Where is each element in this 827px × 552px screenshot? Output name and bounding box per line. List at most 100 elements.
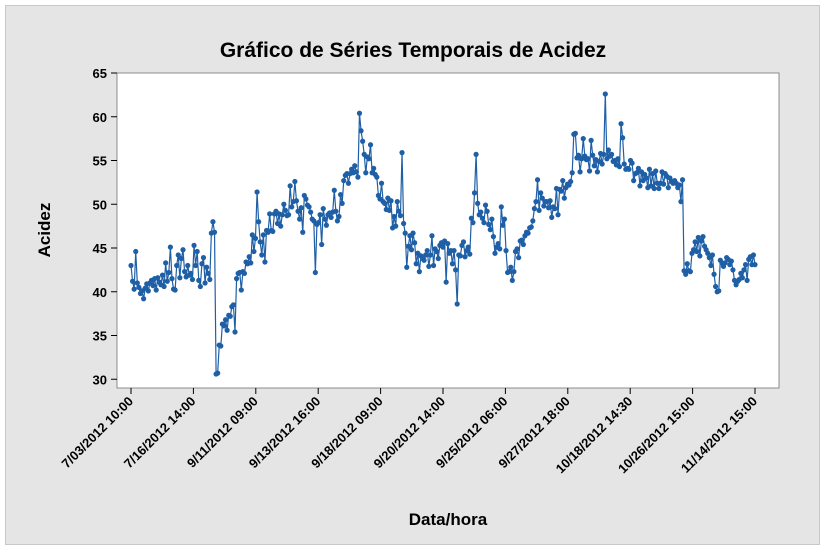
data-point — [401, 220, 407, 227]
data-point — [134, 280, 140, 286]
data-point — [490, 234, 497, 240]
data-point — [391, 213, 397, 220]
data-point — [397, 213, 404, 219]
data-point — [360, 138, 366, 144]
data-point — [421, 257, 427, 263]
data-point — [196, 277, 202, 283]
data-point — [552, 206, 558, 212]
data-point — [509, 277, 515, 283]
data-point — [487, 227, 493, 233]
data-point — [460, 239, 467, 245]
data-point — [163, 260, 169, 266]
data-point — [374, 174, 380, 180]
data-point — [262, 259, 268, 265]
data-point — [750, 252, 757, 258]
data-point — [538, 190, 544, 196]
data-point — [700, 234, 706, 240]
data-point — [177, 275, 183, 281]
data-point — [531, 206, 537, 212]
data-point — [676, 182, 682, 188]
data-point — [549, 214, 555, 220]
data-point — [744, 277, 750, 283]
data-point — [211, 229, 218, 235]
data-point — [293, 198, 300, 204]
data-point — [257, 239, 263, 245]
data-point — [709, 252, 716, 258]
data-point — [536, 207, 542, 213]
data-point — [534, 177, 541, 183]
data-point — [366, 156, 372, 162]
data-point — [621, 161, 627, 167]
data-point — [481, 220, 487, 226]
data-point — [188, 270, 194, 276]
data-point — [131, 286, 137, 292]
data-point — [181, 269, 188, 275]
data-point — [684, 261, 690, 267]
data-point — [492, 250, 498, 256]
data-point — [227, 313, 233, 319]
y-tick-label: 40 — [93, 285, 107, 300]
data-point — [506, 269, 512, 275]
data-point — [180, 247, 186, 253]
data-point — [312, 269, 318, 276]
data-point — [215, 370, 221, 376]
data-point — [161, 283, 167, 290]
data-point — [530, 218, 536, 224]
data-point — [172, 287, 178, 293]
data-point — [569, 170, 575, 176]
data-point — [285, 212, 292, 218]
data-point — [482, 202, 489, 208]
data-point — [205, 270, 211, 276]
data-point — [520, 241, 526, 248]
data-point — [656, 185, 662, 192]
data-point — [423, 252, 429, 258]
data-point — [602, 91, 608, 97]
data-point — [626, 166, 632, 172]
data-point — [503, 248, 509, 254]
data-point — [320, 206, 326, 212]
data-point — [695, 234, 701, 241]
data-point — [470, 220, 476, 226]
data-point — [317, 212, 323, 218]
data-point — [341, 178, 347, 184]
data-point — [282, 207, 289, 213]
data-point — [445, 241, 451, 247]
data-point — [558, 188, 564, 194]
data-point — [303, 196, 309, 202]
data-point — [687, 269, 693, 275]
data-point — [323, 222, 329, 228]
data-point — [429, 233, 435, 239]
data-point — [692, 239, 698, 245]
data-point — [289, 204, 295, 210]
data-point — [449, 261, 456, 267]
data-point — [651, 185, 657, 192]
data-point — [601, 151, 607, 157]
data-point — [516, 255, 522, 261]
data-point — [404, 264, 410, 270]
data-point — [308, 209, 314, 215]
data-point — [541, 203, 547, 209]
data-point — [683, 271, 689, 277]
data-point — [371, 165, 377, 171]
data-point — [533, 199, 539, 205]
data-point — [635, 165, 641, 171]
data-point — [484, 208, 490, 214]
data-point — [508, 264, 514, 270]
data-point — [408, 247, 415, 253]
data-point — [713, 283, 719, 290]
data-point — [697, 253, 703, 259]
data-point — [653, 168, 659, 174]
data-point — [191, 242, 197, 248]
y-axis: 30 35 40 45 50 55 60 65 — [93, 66, 117, 387]
data-point — [281, 201, 287, 207]
data-point — [166, 269, 172, 276]
data-point — [402, 230, 408, 236]
data-point — [394, 199, 400, 205]
data-point — [207, 276, 213, 283]
data-point — [363, 170, 369, 176]
data-point — [430, 262, 437, 269]
data-point — [501, 216, 508, 222]
data-point — [287, 183, 293, 189]
data-point — [194, 248, 200, 255]
data-point — [634, 170, 640, 176]
